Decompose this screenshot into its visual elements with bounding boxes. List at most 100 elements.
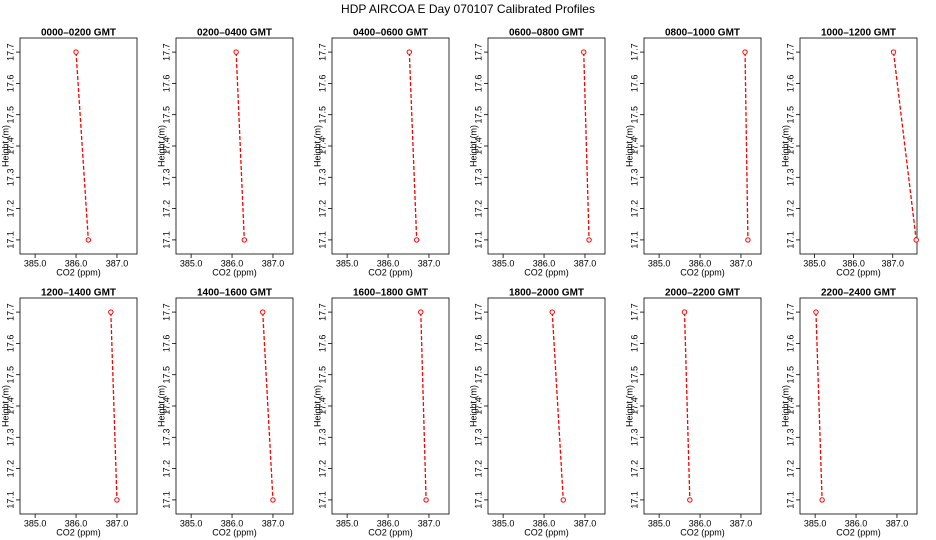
y-tick-label: 17.5 xyxy=(161,366,171,384)
y-tick-label: 17.1 xyxy=(5,231,15,249)
y-tick-label: 17.3 xyxy=(473,429,483,447)
x-axis-label: CO2 (ppm) xyxy=(212,527,257,537)
y-tick-label: 17.2 xyxy=(785,200,795,218)
y-tick-label: 17.4 xyxy=(473,137,483,155)
y-tick-label: 17.5 xyxy=(161,106,171,124)
y-tick-label: 17.5 xyxy=(785,106,795,124)
y-tick-label: 17.7 xyxy=(629,303,639,321)
y-tick-label: 17.7 xyxy=(317,43,327,61)
panel-title: 1000–1200 GMT xyxy=(821,28,896,39)
x-tick-label: 387.0 xyxy=(881,258,904,268)
y-axis-label: Height (m) xyxy=(156,125,166,167)
x-tick-label: 385.0 xyxy=(492,518,515,528)
y-axis-label: Height (m) xyxy=(624,125,634,167)
x-axis-label: CO2 (ppm) xyxy=(368,267,413,277)
y-tick-label: 17.2 xyxy=(473,200,483,218)
x-tick-label: 386.0 xyxy=(221,518,244,528)
profile-line xyxy=(75,52,89,240)
x-tick-label: 385.0 xyxy=(24,258,47,268)
plot-frame xyxy=(331,297,450,515)
x-axis-label: CO2 (ppm) xyxy=(680,527,725,537)
x-tick-label: 387.0 xyxy=(418,518,441,528)
y-tick-label: 17.5 xyxy=(629,366,639,384)
y-tick-label: 17.1 xyxy=(317,491,327,509)
x-tick-label: 385.0 xyxy=(648,518,671,528)
plot-frame xyxy=(331,37,450,255)
y-tick-label: 17.6 xyxy=(161,335,171,353)
y-tick-label: 17.6 xyxy=(5,75,15,93)
x-tick-label: 387.0 xyxy=(262,518,285,528)
y-tick-label: 17.5 xyxy=(473,366,483,384)
point xyxy=(85,237,92,243)
y-tick-label: 17.3 xyxy=(161,169,171,187)
x-tick-label: 386.0 xyxy=(377,518,400,528)
y-tick-label: 17.2 xyxy=(5,460,15,478)
y-tick-label: 17.5 xyxy=(5,106,15,124)
y-tick-label: 17.3 xyxy=(629,429,639,447)
profile-line xyxy=(262,312,274,500)
y-tick-label: 17.1 xyxy=(5,491,15,509)
y-tick-label: 17.6 xyxy=(5,335,15,353)
y-tick-label: 17.1 xyxy=(785,231,795,249)
y-tick-label: 17.6 xyxy=(785,75,795,93)
panel-title: 0000–0200 GMT xyxy=(41,28,116,39)
point xyxy=(233,49,239,55)
y-tick-label: 17.4 xyxy=(5,397,15,415)
y-tick-label: 17.7 xyxy=(785,43,795,61)
x-tick-label: 385.0 xyxy=(24,518,47,528)
y-tick-label: 17.7 xyxy=(785,303,795,321)
y-tick-label: 17.2 xyxy=(785,460,795,478)
y-tick-label: 17.6 xyxy=(629,335,639,353)
y-tick-label: 17.2 xyxy=(317,460,327,478)
y-axis-label: Height (m) xyxy=(0,125,10,167)
y-tick-label: 17.3 xyxy=(5,169,15,187)
x-tick-label: 387.0 xyxy=(730,258,753,268)
x-tick-label: 386.0 xyxy=(845,518,868,528)
profile-line xyxy=(408,52,418,240)
x-tick-label: 386.0 xyxy=(533,518,556,528)
y-tick-label: 17.1 xyxy=(161,231,171,249)
point xyxy=(687,497,693,503)
y-axis-label: Height (m) xyxy=(780,125,790,167)
y-tick-label: 17.7 xyxy=(317,303,327,321)
plot-frame xyxy=(799,297,918,515)
x-tick-label: 385.0 xyxy=(180,518,203,528)
x-tick-label: 385.0 xyxy=(803,258,826,268)
y-tick-label: 17.3 xyxy=(785,169,795,187)
x-axis-label: CO2 (ppm) xyxy=(680,267,725,277)
y-tick-label: 17.2 xyxy=(473,460,483,478)
y-tick-label: 17.7 xyxy=(161,43,171,61)
x-tick-label: 387.0 xyxy=(574,518,597,528)
y-tick-label: 17.4 xyxy=(473,397,483,415)
y-axis-label: Height (m) xyxy=(0,385,10,427)
x-axis-label: CO2 (ppm) xyxy=(836,267,881,277)
y-axis-label: Height (m) xyxy=(468,385,478,427)
plot-frame xyxy=(487,37,606,255)
plot-frame xyxy=(19,37,138,255)
y-tick-label: 17.5 xyxy=(317,106,327,124)
plot-frame xyxy=(487,297,606,515)
plot-frame xyxy=(643,297,762,515)
y-tick-label: 17.1 xyxy=(473,491,483,509)
x-tick-label: 387.0 xyxy=(886,518,909,528)
profile-line xyxy=(892,52,917,240)
y-tick-label: 17.6 xyxy=(317,75,327,93)
x-tick-label: 386.0 xyxy=(221,258,244,268)
point xyxy=(681,309,688,315)
plot-frame xyxy=(175,37,294,255)
point xyxy=(586,237,592,243)
x-axis-label: CO2 (ppm) xyxy=(368,527,413,537)
x-axis-label: CO2 (ppm) xyxy=(524,527,569,537)
plot-frame xyxy=(799,37,918,255)
x-tick-label: 387.0 xyxy=(106,258,129,268)
x-tick-label: 385.0 xyxy=(180,258,203,268)
point xyxy=(423,497,429,503)
x-tick-label: 386.0 xyxy=(533,258,556,268)
point xyxy=(241,237,248,243)
y-tick-label: 17.4 xyxy=(629,397,639,415)
y-tick-label: 17.1 xyxy=(317,231,327,249)
x-tick-label: 387.0 xyxy=(574,258,597,268)
x-tick-label: 387.0 xyxy=(106,518,129,528)
profile-line xyxy=(110,312,118,500)
y-tick-label: 17.4 xyxy=(5,137,15,155)
